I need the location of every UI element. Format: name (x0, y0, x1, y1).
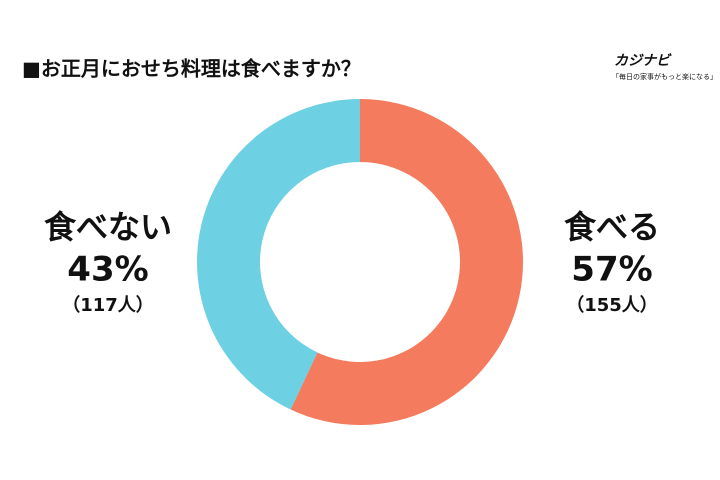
count-label: （117人） (62, 295, 154, 316)
donut-segment (290, 99, 523, 426)
count-label: （155人） (566, 295, 658, 316)
brand-name: カジナビ (614, 53, 672, 69)
brand-tagline: 「毎日の家事がもっと楽になる」 (612, 72, 717, 81)
value-label: 43% (67, 250, 148, 290)
value-label: 57% (571, 250, 652, 290)
chart-title: ■お正月におせち料理は食べますか？ (22, 57, 361, 81)
category-label: 食べる (564, 208, 660, 246)
donut-segment (197, 99, 360, 410)
category-label: 食べない (44, 208, 172, 246)
